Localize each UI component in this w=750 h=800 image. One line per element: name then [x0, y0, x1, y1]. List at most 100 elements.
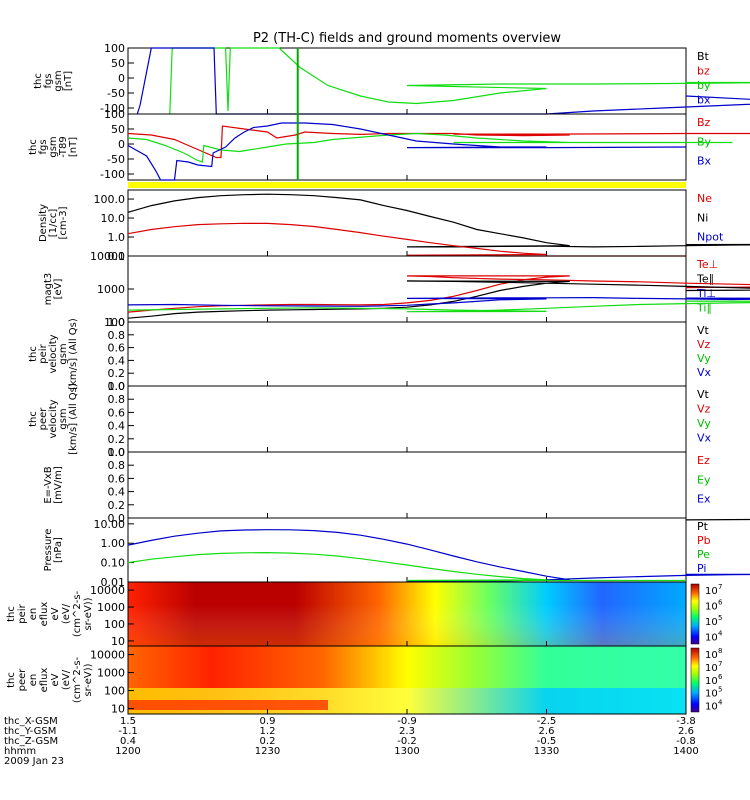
- ephemeris-value: 0.2: [260, 736, 276, 747]
- y-tick-label: 0.2: [108, 367, 126, 380]
- colorbar-exponent: 6: [718, 598, 723, 606]
- y-tick-label: 100: [104, 618, 125, 631]
- spectrogram-ylabel: peir: [17, 603, 28, 623]
- y-tick-label: 0.8: [108, 393, 126, 406]
- series-by: [169, 47, 750, 115]
- y-tick-label: -100: [100, 102, 125, 115]
- spectrogram-ylabel: (cm^2-s-: [72, 590, 83, 637]
- panel-ylabel-fgs: [nT]: [63, 71, 74, 91]
- legend-Pe: Pe: [697, 548, 710, 561]
- ephemeris-value: -0.5: [537, 736, 557, 747]
- y-tick-label: 0.2: [108, 499, 126, 512]
- panel-ylabel-density: Density: [38, 204, 49, 242]
- y-tick-label: 10000: [90, 649, 125, 662]
- spectrogram-ylabel: peer: [17, 668, 28, 692]
- ephemeris-label-x_gsm: thc_X-GSM: [4, 716, 58, 727]
- y-tick-label: 10.0: [101, 212, 126, 225]
- colorbar-exponent: 4: [718, 629, 723, 637]
- legend-Bz: Bz: [697, 116, 711, 129]
- y-tick-label: 1.00: [101, 537, 126, 550]
- legend-Ey: Ey: [697, 473, 711, 486]
- y-tick-label: 0.6: [108, 472, 126, 485]
- y-tick-label: 0.2: [108, 433, 126, 446]
- series-Pe: [127, 551, 686, 582]
- colorbar-exponent: 5: [718, 686, 722, 694]
- ephemeris-value: 1330: [534, 746, 559, 757]
- panel-ylabel-peir_velocity: peir: [38, 343, 49, 363]
- colorbar-label: 10: [705, 689, 718, 700]
- y-tick-label: 0.0: [108, 380, 126, 393]
- series-Pt: [685, 518, 750, 521]
- panel-ylabel-peir_velocity: gsm: [58, 343, 69, 364]
- ephemeris-value: -2.5: [537, 716, 557, 727]
- y-tick-label: 100: [104, 685, 125, 698]
- legend-Bt: Bt: [697, 50, 710, 63]
- colorbar-label: 10: [705, 617, 718, 628]
- colorbar-label: 10: [705, 632, 718, 643]
- spectrogram-ylabel: sr-eV)): [83, 597, 94, 630]
- ephemeris-value: 1.5: [120, 716, 136, 727]
- colorbar-exponent: 5: [718, 614, 722, 622]
- ephemeris-label-hhmm: hhmm: [4, 746, 36, 757]
- series-Ti⊥: [127, 296, 750, 307]
- colorbar-exponent: 4: [718, 699, 723, 707]
- panel-ylabel-fgs: gsm: [53, 70, 64, 91]
- colorbar-exponent: 7: [718, 583, 722, 591]
- legend-Vy: Vy: [697, 417, 711, 430]
- y-tick-label: 0.8: [108, 459, 126, 472]
- series-Ni: [127, 193, 750, 248]
- spectrogram-ylabel: (eV/: [61, 603, 72, 624]
- y-tick-label: 0.0: [108, 446, 126, 459]
- y-tick-label: 1000: [97, 601, 125, 614]
- panel-ylabel-temperature: [eV]: [53, 279, 64, 300]
- legend-Vz: Vz: [697, 403, 711, 416]
- legend-Ex: Ex: [697, 493, 711, 506]
- panel-ylabel-peir_velocity: velocity: [48, 334, 59, 373]
- colorbar-label: 10: [705, 586, 718, 597]
- ephemeris-value: 2.6: [678, 726, 694, 737]
- legend-Ne: Ne: [697, 192, 712, 205]
- panel-frame-density: [127, 189, 687, 257]
- legend-Ez: Ez: [697, 454, 710, 467]
- spectrogram-ylabel: (cm^2-s-: [72, 656, 83, 703]
- panel-ylabel-efield: E=-VxB: [43, 466, 54, 503]
- colorbar-exponent: 8: [718, 647, 722, 655]
- legend-Te⊥: Te⊥: [696, 258, 718, 271]
- panel-ylabel-fgs: fgs: [43, 73, 54, 88]
- panel-ylabel-peir_velocity: [km/s] (All Qs): [68, 318, 79, 390]
- series-Te∥: [127, 280, 750, 319]
- colorbar-label: 10: [705, 676, 718, 687]
- panel-ylabel-peer_velocity: gsm: [58, 408, 69, 429]
- spectrogram-ylabel: eflux: [39, 668, 50, 693]
- ephemeris-value: -0.9: [397, 716, 417, 727]
- spectrogram-ylabel: (eV/: [61, 669, 72, 690]
- panel-ylabel-fgs_t89: -T89: [58, 136, 69, 158]
- y-tick-label: 1.0: [108, 446, 126, 459]
- panel-ylabel-fgs_t89: [nT]: [68, 137, 79, 157]
- y-tick-label: 50: [111, 123, 125, 136]
- y-tick-label: 1.0: [108, 380, 126, 393]
- series-Ti∥: [127, 300, 750, 313]
- colorbar-label: 10: [705, 601, 718, 612]
- y-tick-label: 10000: [90, 250, 125, 263]
- ephemeris-value: -1.1: [118, 726, 138, 737]
- panel-frame-fgs: [127, 47, 687, 115]
- y-tick-label: -100: [100, 168, 125, 181]
- ephemeris-value: -0.8: [676, 736, 696, 747]
- panel-ylabel-pressure: [nPa]: [53, 537, 64, 563]
- ephemeris-value: 2.3: [399, 726, 415, 737]
- series-Pi: [127, 529, 750, 583]
- y-tick-label: 100: [104, 108, 125, 121]
- spectrogram-ylabel: sr-eV)): [83, 663, 94, 696]
- ephemeris-value: 0.9: [260, 716, 276, 727]
- y-tick-label: 50: [111, 57, 125, 70]
- y-tick-label: -50: [107, 87, 125, 100]
- y-tick-label: 10000: [90, 584, 125, 597]
- panel-ylabel-fgs: thc: [33, 73, 44, 89]
- y-tick-label: 0.6: [108, 406, 126, 419]
- panel-frame-peir_velocity: [127, 321, 687, 387]
- overlay-bar: [128, 182, 686, 188]
- series-Bz: [127, 125, 750, 159]
- y-tick-label: 0.10: [101, 557, 126, 570]
